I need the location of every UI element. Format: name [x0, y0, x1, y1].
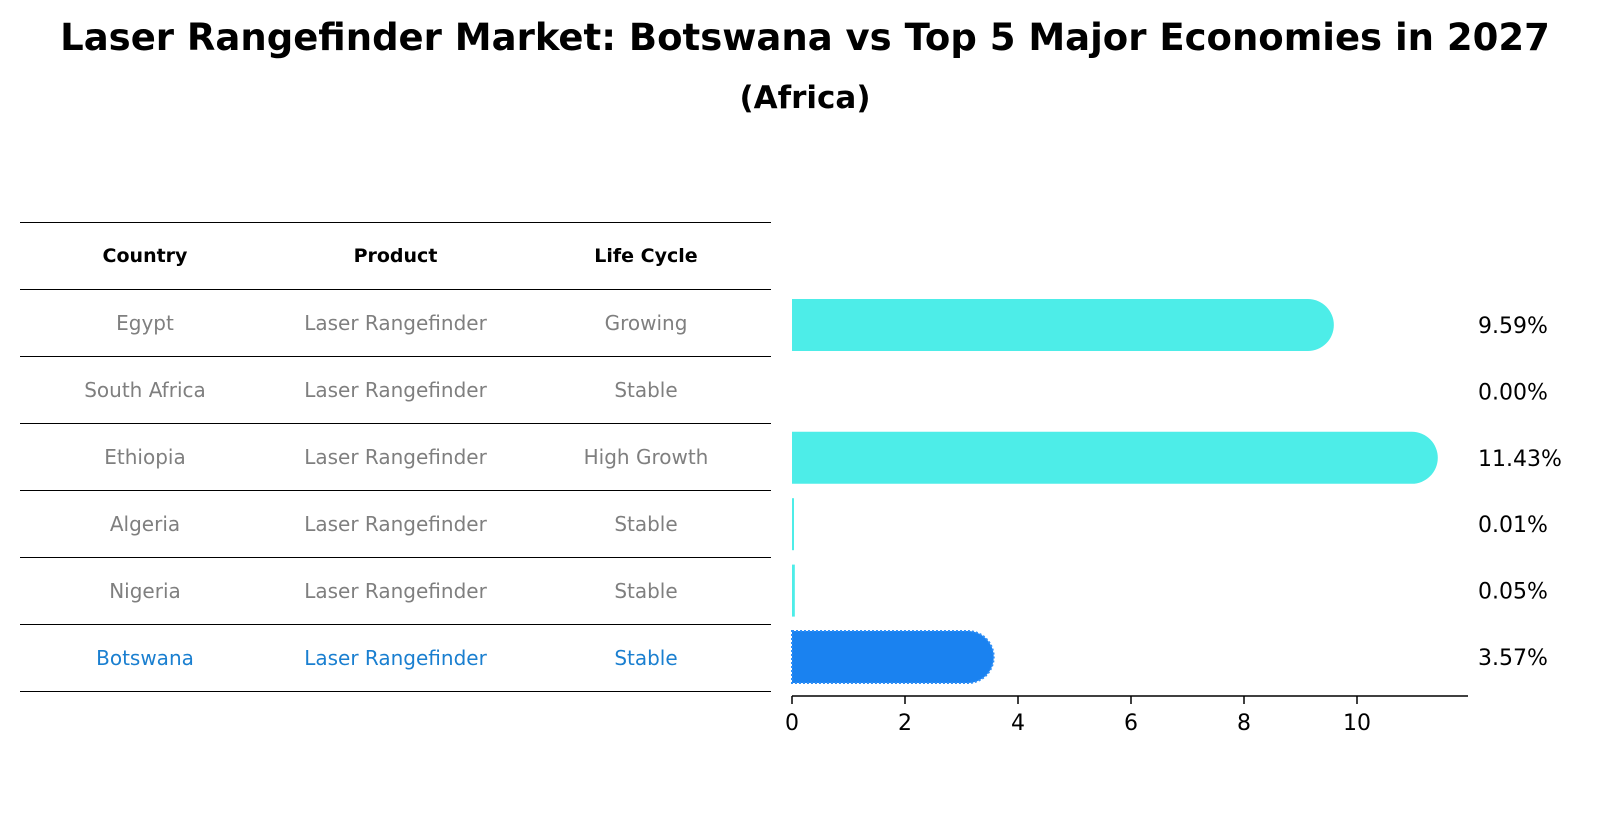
- cell-life-cycle: Stable: [614, 512, 678, 536]
- header-life-cycle: Life Cycle: [594, 245, 698, 267]
- bar: [792, 498, 794, 551]
- bar: [792, 431, 1438, 484]
- table-row-highlighted: Botswana Laser Rangefinder Stable: [20, 624, 771, 692]
- cell-country: Nigeria: [109, 579, 181, 603]
- bar-highlighted: [791, 630, 995, 684]
- chart-subtitle: (Africa): [739, 80, 871, 116]
- value-label: 0.00%: [1478, 380, 1548, 405]
- value-label: 0.05%: [1478, 580, 1548, 605]
- header-country: Country: [102, 245, 188, 267]
- cell-life-cycle: High Growth: [583, 445, 709, 469]
- cell-country: Botswana: [96, 646, 194, 670]
- table-row: South Africa Laser Rangefinder Stable: [20, 356, 771, 423]
- table-header-row: Country Product Life Cycle: [20, 222, 771, 289]
- value-label: 3.57%: [1478, 646, 1548, 671]
- value-label: 9.59%: [1478, 314, 1548, 339]
- x-tick-label: 2: [898, 711, 912, 736]
- header-product: Product: [353, 245, 438, 267]
- table-row: Ethiopia Laser Rangefinder High Growth: [20, 423, 771, 490]
- bar: [792, 299, 1334, 351]
- cell-product: Laser Rangefinder: [304, 445, 487, 469]
- cell-country: Algeria: [109, 512, 181, 536]
- value-label: 0.01%: [1478, 513, 1548, 538]
- value-label: 11.43%: [1478, 447, 1562, 472]
- data-table: Country Product Life Cycle Egypt Laser R…: [20, 222, 771, 692]
- x-tick-label: 6: [1124, 711, 1138, 736]
- table-row: Egypt Laser Rangefinder Growing: [20, 289, 771, 356]
- table-row: Algeria Laser Rangefinder Stable: [20, 490, 771, 557]
- x-tick-label: 0: [785, 711, 799, 736]
- table-row: Nigeria Laser Rangefinder Stable: [20, 557, 771, 624]
- chart-title: Laser Rangefinder Market: Botswana vs To…: [60, 16, 1550, 59]
- cell-product: Laser Rangefinder: [304, 378, 487, 402]
- cell-life-cycle: Stable: [614, 579, 678, 603]
- cell-life-cycle: Stable: [614, 646, 678, 670]
- cell-life-cycle: Stable: [614, 378, 678, 402]
- cell-product: Laser Rangefinder: [304, 512, 487, 536]
- x-tick-label: 8: [1237, 711, 1251, 736]
- cell-product: Laser Rangefinder: [304, 646, 487, 670]
- cell-country: Ethiopia: [104, 445, 186, 469]
- cell-product: Laser Rangefinder: [304, 311, 487, 335]
- cell-product: Laser Rangefinder: [304, 579, 487, 603]
- cell-country: South Africa: [84, 378, 206, 402]
- bar: [792, 564, 795, 617]
- cell-country: Egypt: [116, 311, 174, 335]
- cell-life-cycle: Growing: [604, 311, 688, 335]
- x-tick-label: 4: [1011, 711, 1025, 736]
- x-tick-label: 10: [1343, 711, 1371, 736]
